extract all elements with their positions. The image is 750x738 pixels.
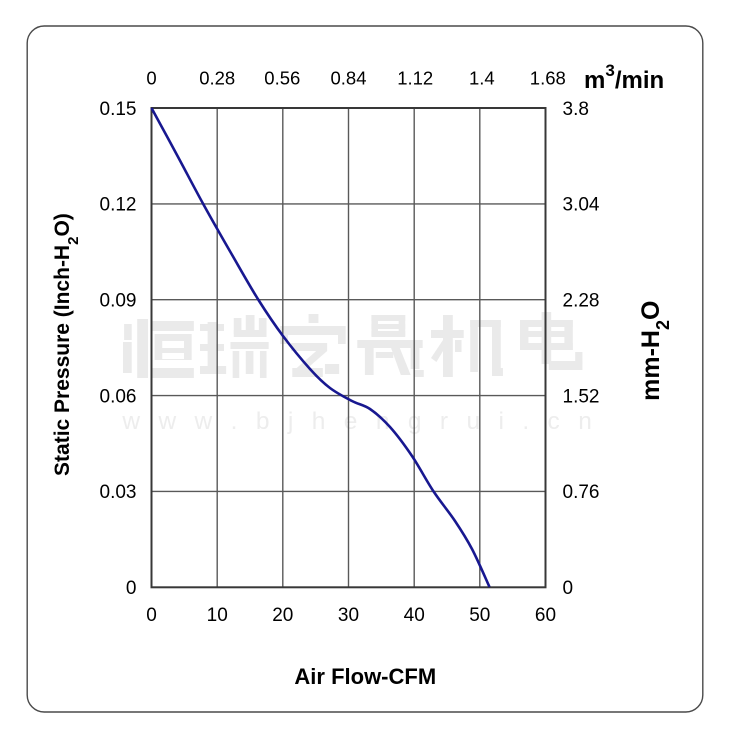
svg-text:0.56: 0.56 bbox=[264, 68, 300, 89]
svg-text:20: 20 bbox=[272, 605, 293, 626]
svg-text:50: 50 bbox=[469, 605, 490, 626]
svg-text:0.09: 0.09 bbox=[100, 291, 137, 312]
svg-text:w w w . b j h e n g r u i . c: w w w . b j h e n g r u i . c n bbox=[121, 408, 597, 435]
svg-text:0.12: 0.12 bbox=[100, 195, 137, 216]
svg-text:30: 30 bbox=[338, 605, 359, 626]
svg-text:0: 0 bbox=[146, 605, 157, 626]
svg-text:1.52: 1.52 bbox=[563, 386, 600, 407]
svg-text:0: 0 bbox=[126, 578, 137, 599]
svg-text:1.68: 1.68 bbox=[530, 68, 566, 89]
svg-text:0.28: 0.28 bbox=[199, 68, 235, 89]
svg-text:m3/min: m3/min bbox=[584, 61, 664, 94]
svg-text:2.28: 2.28 bbox=[563, 291, 600, 312]
svg-text:0.76: 0.76 bbox=[563, 482, 600, 503]
svg-text:0.15: 0.15 bbox=[100, 99, 137, 120]
svg-text:Air Flow-CFM: Air Flow-CFM bbox=[294, 664, 436, 689]
svg-text:1.12: 1.12 bbox=[397, 68, 433, 89]
svg-text:3.8: 3.8 bbox=[563, 99, 589, 120]
svg-text:0.84: 0.84 bbox=[330, 68, 366, 89]
svg-text:0: 0 bbox=[563, 578, 574, 599]
svg-text:60: 60 bbox=[535, 605, 556, 626]
svg-text:0: 0 bbox=[146, 68, 156, 89]
svg-text:0.06: 0.06 bbox=[100, 386, 137, 407]
svg-text:0.03: 0.03 bbox=[100, 482, 137, 503]
svg-text:1.4: 1.4 bbox=[469, 68, 495, 89]
svg-text:40: 40 bbox=[404, 605, 425, 626]
svg-text:10: 10 bbox=[207, 605, 228, 626]
svg-text:3.04: 3.04 bbox=[563, 195, 600, 216]
